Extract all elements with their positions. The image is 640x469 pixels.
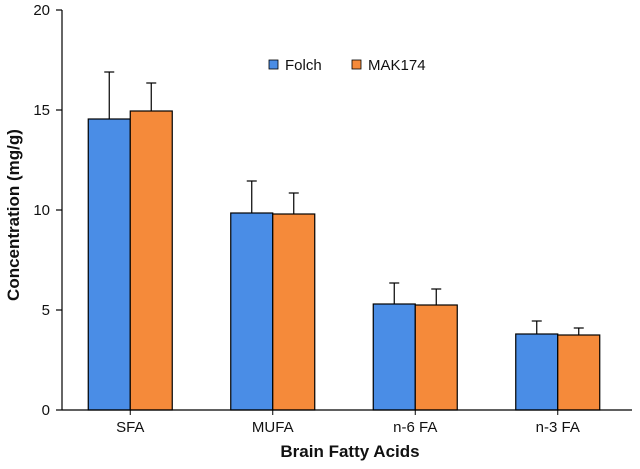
bar-mak174-n-3-fa bbox=[557, 334, 601, 411]
y-tick-label: 15 bbox=[33, 102, 50, 119]
x-category-label: n-6 FA bbox=[393, 419, 437, 436]
bar-mak174-mufa bbox=[272, 213, 316, 411]
x-category-label: n-3 FA bbox=[536, 419, 580, 436]
x-labels-layer: SFA MUFA n-6 FA n-3 FA bbox=[116, 410, 580, 436]
bar-folch-n-6-fa bbox=[372, 303, 416, 411]
legend-swatch-mak174 bbox=[351, 59, 362, 70]
legend-label-mak174: MAK174 bbox=[368, 57, 426, 74]
x-category-label: SFA bbox=[116, 419, 144, 436]
x-axis-title: Brain Fatty Acids bbox=[280, 442, 419, 461]
bar-folch-sfa bbox=[87, 118, 131, 411]
y-axis-title: Concentration (mg/g) bbox=[4, 129, 23, 301]
legend: Folch MAK174 bbox=[268, 57, 426, 74]
bar-mak174-n-6-fa bbox=[414, 304, 458, 411]
legend-swatch-folch bbox=[268, 59, 279, 70]
y-tick-label: 10 bbox=[33, 202, 50, 219]
error-bars-layer bbox=[104, 71, 584, 335]
y-tick-label: 0 bbox=[42, 402, 50, 419]
y-ticks-layer: 0 5 10 15 20 bbox=[33, 2, 62, 419]
y-tick-label: 5 bbox=[42, 302, 50, 319]
bars-layer bbox=[87, 110, 601, 411]
y-tick-label: 20 bbox=[33, 2, 50, 19]
x-category-label: MUFA bbox=[252, 419, 294, 436]
bar-mak174-sfa bbox=[129, 110, 173, 411]
bar-folch-n-3-fa bbox=[515, 333, 559, 411]
bar-folch-mufa bbox=[230, 212, 274, 411]
legend-label-folch: Folch bbox=[285, 57, 322, 74]
